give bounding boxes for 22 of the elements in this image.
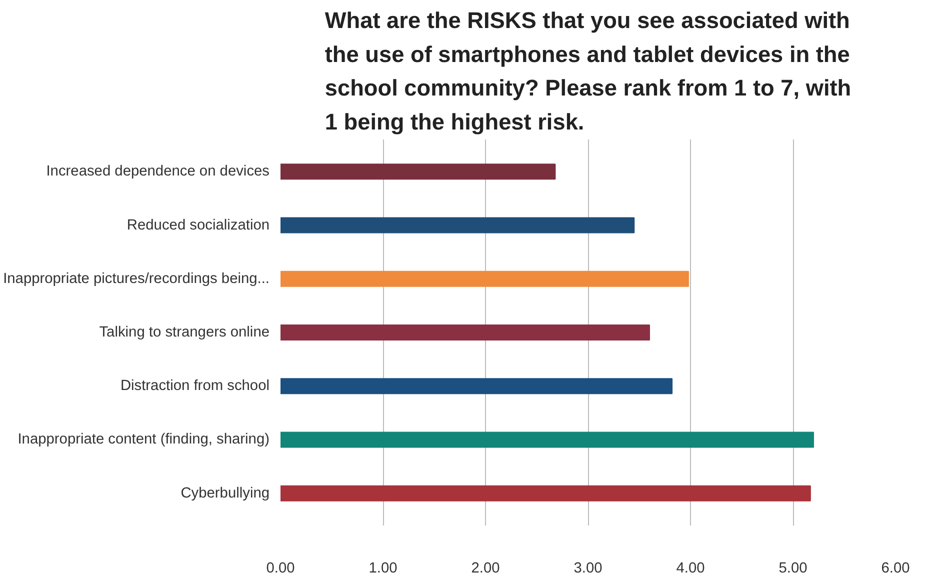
x-tick-label: 5.00 — [778, 560, 808, 576]
x-tick-label: 6.00 — [881, 560, 910, 576]
y-tick-label: Increased dependence on devices — [46, 164, 270, 180]
bar — [280, 164, 556, 180]
y-tick-label: Inappropriate pictures/recordings being... — [3, 270, 270, 287]
bar — [280, 485, 811, 502]
x-tick-label: 1.00 — [368, 560, 398, 576]
bar — [280, 432, 814, 448]
bar — [280, 217, 635, 234]
x-tick-label: 3.00 — [574, 560, 602, 576]
y-tick-label: Reduced socialization — [126, 217, 270, 234]
y-tick-label: Cyberbullying — [180, 485, 270, 502]
chart-title: What are the RISKS that you see associated with the use of smartphones and tablet devices in the school community? Please rank from 1 to 7, with 1 being the highest risk. — [324, 7, 852, 134]
y-tick-label: Distraction from school — [120, 378, 270, 394]
x-tick-label: 2.00 — [471, 560, 500, 576]
x-tick-label: 4.00 — [676, 560, 705, 576]
bar — [280, 270, 689, 287]
bar — [280, 378, 673, 394]
y-tick-label: Talking to strangers online — [99, 324, 270, 340]
y-tick-label: Inappropriate content (finding, sharing) — [18, 432, 270, 448]
bar — [280, 324, 650, 341]
x-tick-label: 0.00 — [266, 560, 295, 576]
